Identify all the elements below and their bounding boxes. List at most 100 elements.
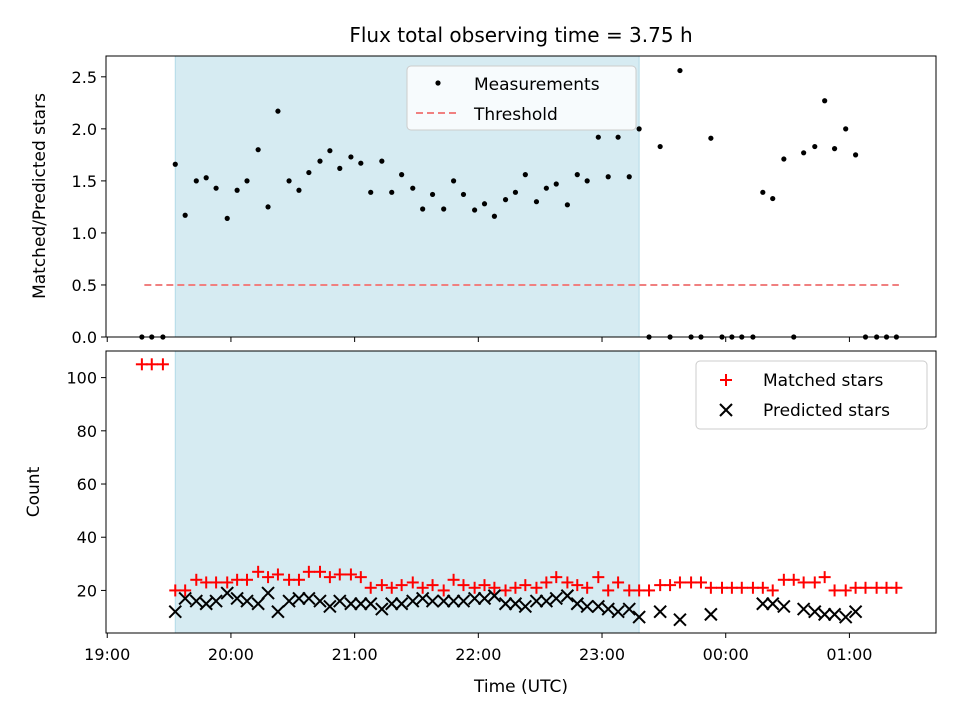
matched-star-point [385, 581, 398, 594]
predicted-star-point [425, 594, 440, 608]
bot-ytick-label: 100 [66, 369, 97, 388]
measurement-point [533, 199, 540, 205]
legend-predicted-marker [719, 403, 733, 417]
matched-star-point [145, 358, 158, 371]
matched-star-point [664, 579, 677, 592]
measurement-point [327, 148, 333, 154]
measurement-point [708, 135, 714, 141]
matched-star-point [241, 573, 254, 586]
predicted-star-point [406, 594, 420, 608]
matched-star-point [612, 576, 625, 589]
measurement-point [460, 191, 467, 198]
predicted-star-point [529, 594, 544, 608]
predicted-star-point [601, 602, 615, 616]
predicted-star-point [313, 594, 327, 608]
measurement-point [224, 215, 230, 221]
matched-star-point [519, 579, 532, 592]
legend-threshold-label: Threshold [473, 105, 558, 125]
predicted-star-point [282, 594, 296, 608]
matched-star-point [478, 579, 491, 592]
matched-star-point [808, 576, 821, 589]
predicted-star-point [323, 599, 337, 614]
measurement-point [234, 187, 240, 193]
measurement-point [368, 189, 374, 195]
predicted-star-point [796, 602, 811, 616]
matched-star-point [890, 581, 903, 594]
measurement-point [399, 172, 405, 178]
matched-star-point [354, 571, 367, 584]
predicted-star-point [591, 599, 606, 614]
bottom-xlabel: Time (UTC) [473, 677, 568, 697]
matched-star-point [756, 581, 769, 594]
matched-star-point [540, 576, 553, 589]
measurement-point [831, 146, 838, 152]
top-ytick-label: 1.5 [72, 172, 97, 191]
measurement-point [317, 158, 323, 164]
matched-star-point [437, 584, 450, 597]
matched-star-point [673, 576, 686, 589]
predicted-star-point [168, 605, 182, 619]
predicted-star-point [560, 589, 575, 603]
measurement-point [348, 154, 354, 160]
measurement-point [852, 152, 859, 158]
measurement-point [564, 202, 570, 208]
measurement-point [358, 160, 364, 166]
measurement-point [502, 197, 509, 203]
matched-star-point [694, 576, 707, 589]
predicted-star-point [477, 591, 492, 606]
predicted-star-point [261, 586, 275, 600]
matched-star-point [406, 576, 419, 589]
matched-star-point [221, 576, 234, 589]
predicted-star-point [364, 597, 378, 611]
bot-ytick-label: 80 [77, 422, 97, 441]
top-ytick-label: 2.5 [72, 68, 97, 87]
bottom-panel: 20 40 60 80 100 19:00 20:00 21:00 22:00 23:00 00:… [24, 350, 937, 697]
measurement-point [255, 147, 261, 153]
bot-shaded-observing-window [174, 350, 640, 634]
predicted-star-point [539, 594, 554, 608]
predicted-star-point [199, 597, 213, 611]
predicted-star-point [653, 605, 667, 619]
measurement-point [636, 126, 642, 132]
bottom-legend: Matched stars Predicted stars [695, 360, 928, 430]
predicted-star-point [456, 594, 471, 608]
matched-star-point [787, 573, 800, 586]
matched-star-point [602, 584, 615, 597]
measurement-point [760, 189, 766, 195]
matched-star-point [457, 579, 470, 592]
top-ytick-label: 2.0 [72, 120, 97, 139]
measurement-point [812, 143, 818, 150]
matched-star-point [561, 576, 574, 589]
chart-title: Flux total observing time = 3.75 h [349, 23, 692, 47]
bottom-ylabel: Count [24, 466, 44, 517]
measurement-point [605, 174, 611, 180]
predicted-star-point [848, 605, 863, 619]
predicted-star-point [230, 591, 244, 606]
matched-star-point [271, 568, 284, 581]
matched-star-point [190, 573, 203, 586]
predicted-star-point [827, 607, 842, 622]
predicted-star-point [240, 594, 254, 608]
measurement-point [522, 172, 528, 178]
measurement-point [306, 169, 312, 176]
measurement-point [379, 158, 385, 164]
predicted-star-point [817, 607, 832, 622]
predicted-star-point [209, 594, 223, 608]
measurement-point [244, 178, 250, 184]
bot-ytick-label: 20 [77, 581, 97, 600]
matched-star-point [735, 581, 748, 594]
legend-measurements-marker [435, 80, 441, 86]
predicted-star-point [766, 597, 780, 611]
matched-star-point [530, 581, 543, 594]
measurement-point [574, 172, 580, 178]
matched-star-point [643, 584, 656, 597]
predicted-star-point [467, 591, 482, 606]
measurement-point [512, 189, 519, 195]
matched-star-point [499, 584, 512, 597]
measurement-point [770, 195, 776, 202]
matched-star-point [571, 579, 584, 592]
matched-star-point [828, 584, 841, 597]
measurement-point [429, 191, 436, 198]
matched-star-point [766, 584, 779, 597]
predicted-star-point [292, 591, 306, 606]
